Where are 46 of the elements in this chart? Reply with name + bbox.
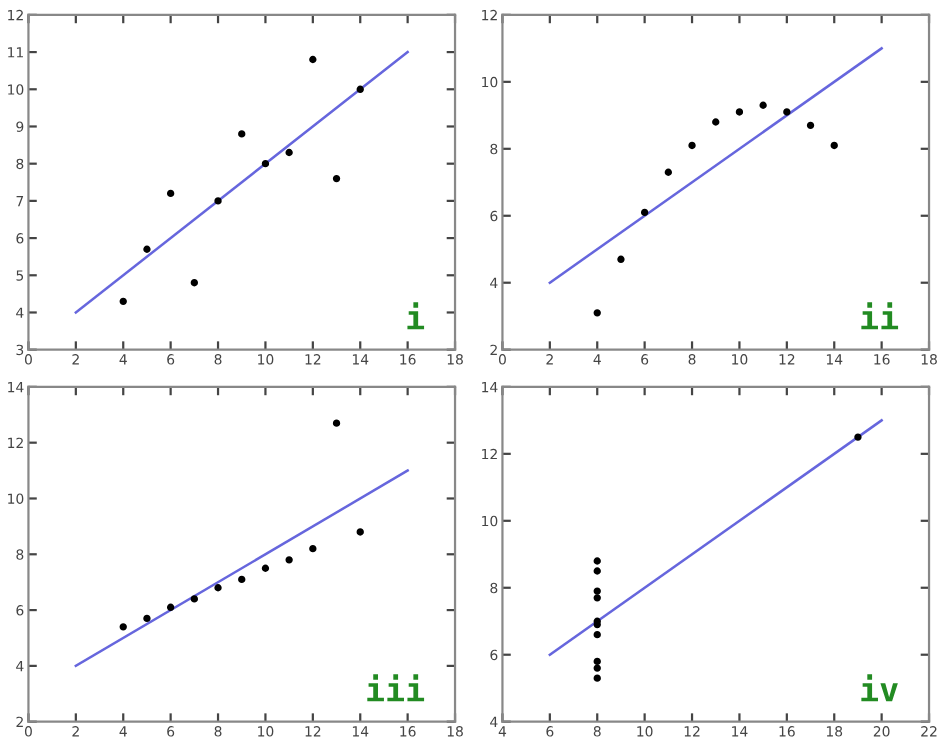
point xyxy=(214,584,222,592)
point xyxy=(593,664,601,672)
point xyxy=(593,630,601,639)
annotation: ii xyxy=(861,302,899,330)
point xyxy=(593,557,601,565)
point xyxy=(854,433,862,441)
point xyxy=(238,575,246,584)
point xyxy=(664,168,673,176)
annotation: i xyxy=(407,302,425,330)
point xyxy=(593,594,601,602)
point xyxy=(759,101,767,109)
point xyxy=(285,148,293,157)
annotation: iii xyxy=(367,674,425,702)
point xyxy=(285,556,293,564)
point xyxy=(617,255,625,263)
point xyxy=(166,189,175,198)
point xyxy=(238,130,246,138)
point xyxy=(190,595,199,603)
point xyxy=(356,528,364,536)
point xyxy=(309,55,317,64)
point xyxy=(332,174,341,183)
point xyxy=(261,160,270,168)
point xyxy=(261,564,270,572)
point xyxy=(593,309,601,317)
point xyxy=(830,141,838,150)
point xyxy=(190,279,199,287)
point xyxy=(712,118,720,126)
point xyxy=(593,657,601,666)
point xyxy=(143,614,151,623)
point xyxy=(640,208,649,217)
point xyxy=(735,108,744,116)
point xyxy=(783,108,791,116)
point xyxy=(593,587,601,595)
point xyxy=(119,623,127,631)
point xyxy=(119,297,127,305)
point xyxy=(593,567,601,575)
point xyxy=(332,419,341,427)
point xyxy=(356,85,364,93)
point xyxy=(593,674,601,682)
point xyxy=(806,121,815,130)
point xyxy=(309,545,317,553)
point xyxy=(143,245,151,253)
annotation: iv xyxy=(861,674,898,702)
point xyxy=(166,603,175,611)
point xyxy=(688,141,696,150)
point xyxy=(214,197,222,205)
